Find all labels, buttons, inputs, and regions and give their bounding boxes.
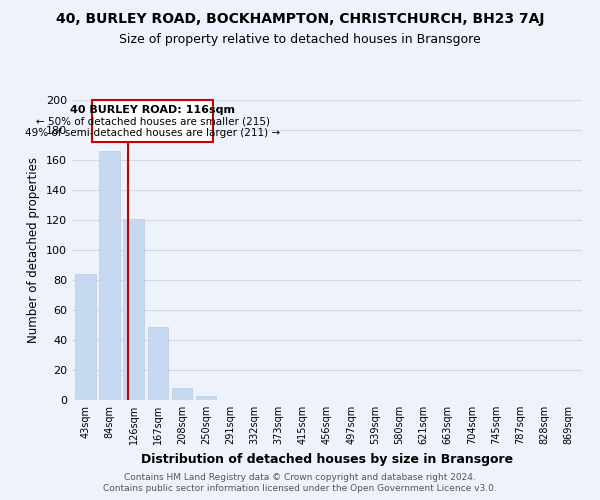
X-axis label: Distribution of detached houses by size in Bransgore: Distribution of detached houses by size … [141,452,513,466]
FancyBboxPatch shape [92,100,214,142]
Bar [124,218,144,400]
Bar [99,151,120,400]
Bar [196,396,217,400]
Text: 40, BURLEY ROAD, BOCKHAMPTON, CHRISTCHURCH, BH23 7AJ: 40, BURLEY ROAD, BOCKHAMPTON, CHRISTCHUR… [56,12,544,26]
Text: 49% of semi-detached houses are larger (211) →: 49% of semi-detached houses are larger (… [25,128,280,138]
Y-axis label: Number of detached properties: Number of detached properties [28,157,40,343]
Text: Contains public sector information licensed under the Open Government Licence v3: Contains public sector information licen… [103,484,497,493]
Text: Size of property relative to detached houses in Bransgore: Size of property relative to detached ho… [119,32,481,46]
Text: 40 BURLEY ROAD: 116sqm: 40 BURLEY ROAD: 116sqm [70,106,235,116]
Bar [172,388,192,400]
Bar [75,274,95,400]
Text: ← 50% of detached houses are smaller (215): ← 50% of detached houses are smaller (21… [36,116,270,126]
Bar [148,326,168,400]
Text: Contains HM Land Registry data © Crown copyright and database right 2024.: Contains HM Land Registry data © Crown c… [124,472,476,482]
